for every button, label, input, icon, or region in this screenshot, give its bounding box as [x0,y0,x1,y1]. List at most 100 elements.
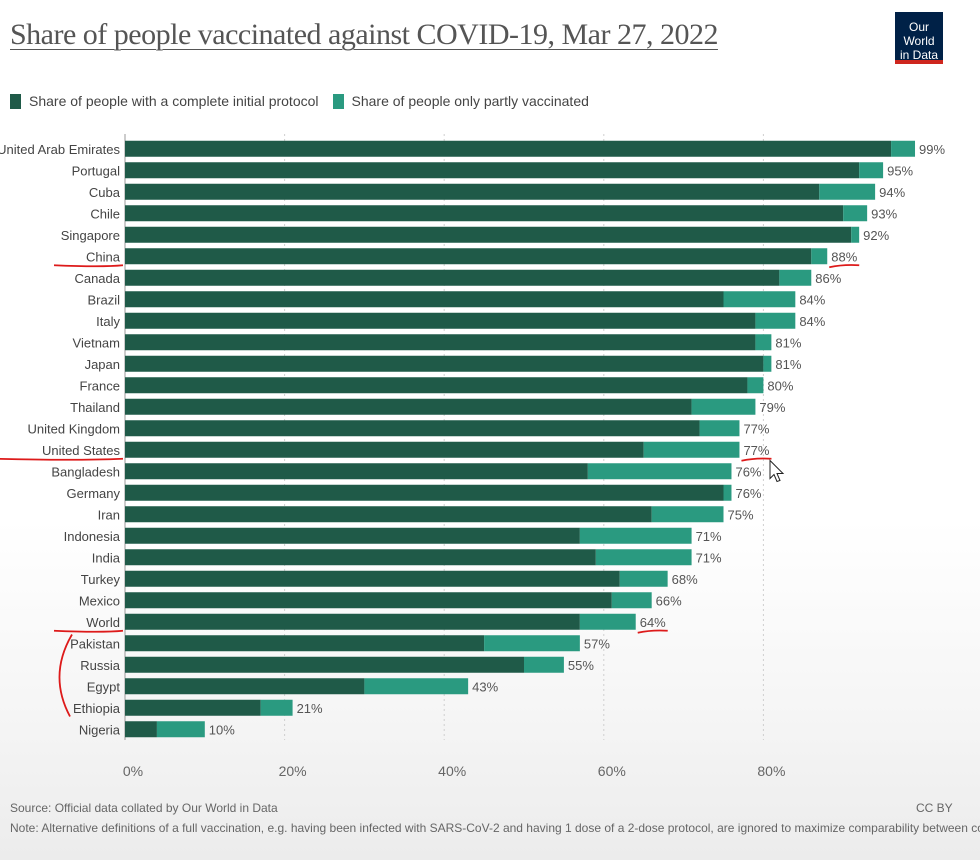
annotation-underline [53,264,124,268]
legend-item-complete[interactable]: Share of people with a complete initial … [10,93,319,109]
legend-swatch-complete [10,93,21,109]
bar-complete [125,527,580,544]
x-tick-label: 80% [757,763,785,779]
country-label: World [86,615,120,630]
bar-complete [125,183,820,200]
data-label: 79% [759,400,785,415]
bar-complete [125,506,652,523]
data-label: 80% [767,378,793,393]
data-label: 86% [815,271,841,286]
legend-label-complete: Share of people with a complete initial … [29,93,319,109]
country-label: Egypt [87,679,121,694]
logo-line-1: Our World [903,20,935,48]
country-label: Brazil [87,292,120,307]
country-label: Ethiopia [73,701,121,716]
bar-complete [125,678,365,695]
country-label: France [80,378,120,393]
owid-logo[interactable]: Our World in Data [895,12,943,64]
country-label: Bangladesh [51,464,120,479]
country-label: United Arab Emirates [0,142,120,157]
annotation-underline-value [637,629,668,634]
data-label: 94% [879,185,905,200]
country-label: Nigeria [79,722,121,737]
data-label: 81% [775,357,801,372]
license-link[interactable]: CC BY [916,801,953,815]
chart-title: Share of people vaccinated against COVID… [10,18,718,51]
bar-complete [125,205,844,222]
legend-swatch-partial [332,93,344,109]
bar-complete [125,570,620,587]
bar-partial [364,678,469,695]
bar-complete [125,549,596,566]
bar-complete [125,656,524,673]
bar-partial [755,334,772,351]
bar-partial [779,269,812,286]
data-label: 43% [472,679,498,694]
country-label: Portugal [72,163,121,178]
bar-partial [699,420,740,437]
bar-complete [125,226,852,243]
bar-complete [125,334,756,351]
country-label: Germany [67,486,121,501]
data-label: 95% [887,163,913,178]
bar-complete [125,377,748,394]
data-label: 99% [919,142,945,157]
bar-partial [843,205,868,222]
legend-item-partial[interactable]: Share of people only partly vaccinated [332,93,589,109]
bar-partial [763,355,772,372]
bar-complete [125,721,157,738]
annotation-underline [0,457,124,461]
data-label: 93% [871,206,897,221]
bar-complete [125,592,612,609]
bar-complete [125,269,780,286]
country-label: Vietnam [73,335,120,350]
country-label: Indonesia [64,529,121,544]
data-label: 71% [696,529,722,544]
bar-partial [611,592,652,609]
country-label: Singapore [61,228,120,243]
country-label: China [86,249,121,264]
bar-complete [125,484,724,501]
data-label: 76% [735,486,761,501]
data-label: 57% [584,636,610,651]
logo-line-2: in Data [899,48,939,62]
country-label: United Kingdom [28,421,121,436]
bar-chart: 0% 20% 40% 60% 80% United Arab Emirates 99% Por… [0,134,945,779]
bar-partial [819,183,876,200]
country-label: India [92,550,121,565]
data-label: 75% [728,507,754,522]
methodology-note: Note: Alternative definitions of a full … [10,821,980,835]
country-label: Thailand [70,400,120,415]
bar-complete [125,312,756,329]
annotation-underline [53,629,124,633]
data-label: 55% [568,658,594,673]
country-label: Italy [96,314,120,329]
bar-complete [125,635,485,652]
country-label: Russia [80,658,121,673]
data-label: 10% [209,722,235,737]
country-label: Japan [85,357,120,372]
annotation-underline-value [741,457,772,462]
bar-partial [755,312,796,329]
x-tick-label: 0% [123,763,143,779]
bar-complete [125,613,580,630]
country-label: Turkey [81,572,121,587]
bar-partial [651,506,724,523]
annotation-underline-value [829,264,860,269]
country-label: Cuba [89,185,121,200]
country-label: Chile [90,206,120,221]
legend-label-partial: Share of people only partly vaccinated [351,93,589,109]
bar-complete [125,248,812,265]
bar-partial [595,549,692,566]
bar-complete [125,140,892,157]
bar-partial [851,226,860,243]
x-tick-label: 40% [438,763,466,779]
bar-partial [619,570,668,587]
data-label: 77% [743,421,769,436]
country-label: Mexico [79,593,120,608]
source-note: Source: Official data collated by Our Wo… [10,801,278,815]
mouse-cursor-icon [769,459,785,483]
data-label: 71% [696,550,722,565]
data-label: 81% [775,335,801,350]
bar-complete [125,355,764,372]
